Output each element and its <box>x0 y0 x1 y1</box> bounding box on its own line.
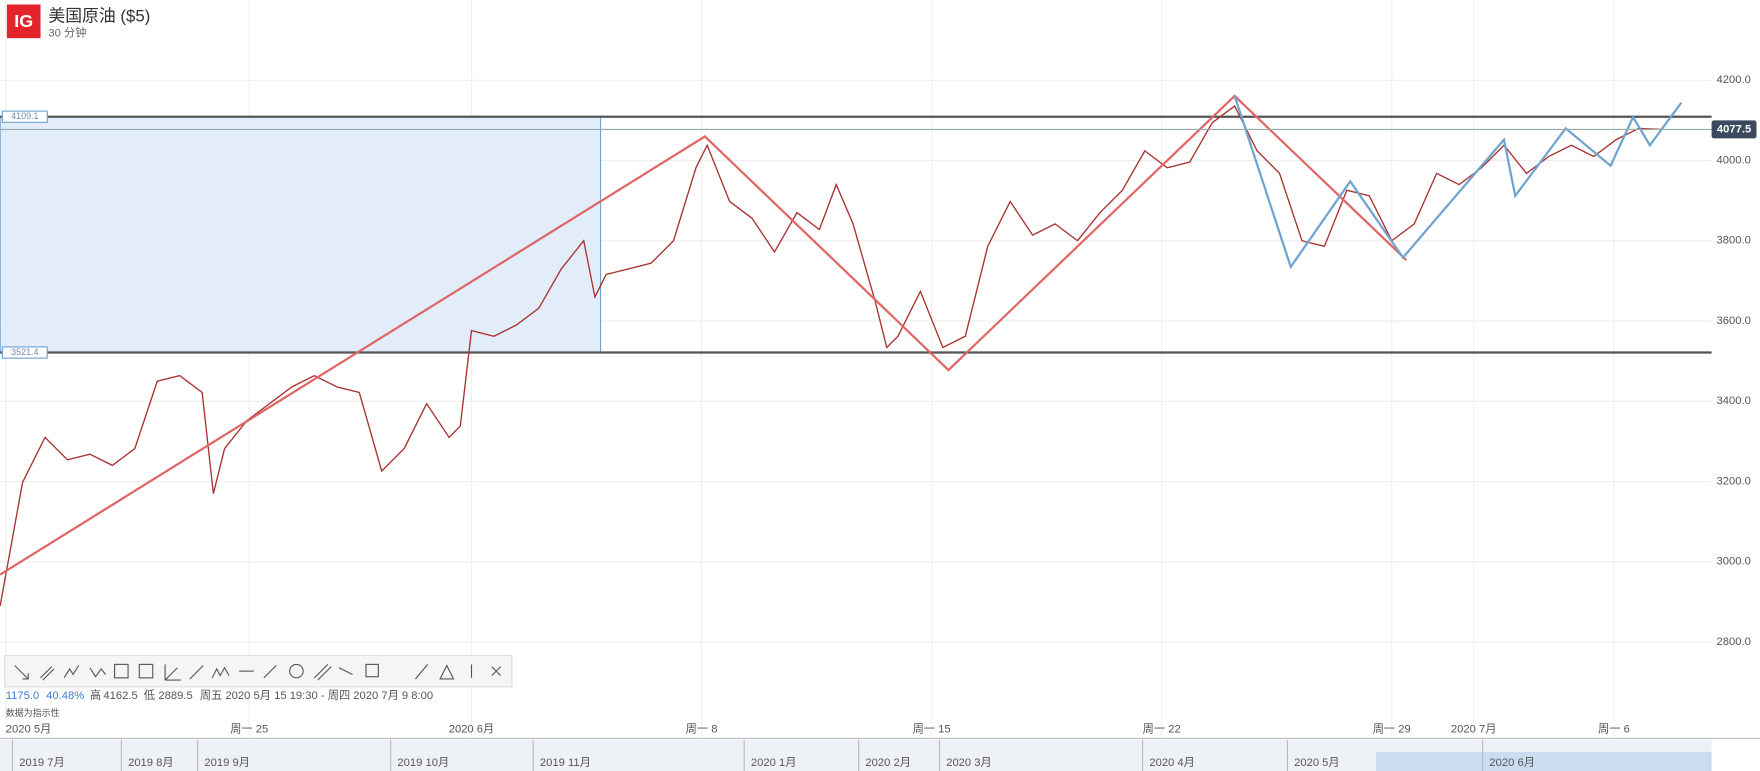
y-tick-label: 2800.0 <box>1717 636 1751 648</box>
level-label: 3521.4 <box>11 347 38 357</box>
level-tag <box>1 110 48 123</box>
navigator-label: 2019 9月 <box>204 757 250 769</box>
info-note: 数据为指示性 <box>6 707 60 718</box>
y-tick-label: 3600.0 <box>1717 315 1751 327</box>
last-price-tag <box>1711 120 1757 139</box>
chart-subtitle: 30 分钟 <box>48 26 86 40</box>
trend-drawing <box>1233 95 1683 270</box>
info-high-label: 高 <box>90 688 101 702</box>
x-tick-label: 2020 5月 <box>6 723 52 735</box>
navigator-label: 2020 3月 <box>946 757 992 769</box>
navigator-label: 2020 2月 <box>865 757 911 769</box>
x-tick-label: 2020 6月 <box>449 723 495 735</box>
navigator-label: 2019 7月 <box>19 757 65 769</box>
toolbar <box>4 654 513 688</box>
x-tick-label: 周一 6 <box>1598 722 1630 735</box>
level-tag <box>1 346 48 359</box>
y-tick-label: 4000.0 <box>1717 154 1751 166</box>
navigator-label: 2020 1月 <box>751 757 797 769</box>
x-tick-label: 周一 29 <box>1373 722 1411 735</box>
logo: IG <box>14 11 33 31</box>
info-high: 4162.5 <box>103 690 137 702</box>
x-tick-label: 周一 8 <box>686 722 718 735</box>
last-price-label: 4077.5 <box>1717 123 1751 135</box>
y-tick-label: 3200.0 <box>1717 475 1751 487</box>
navigator-label: 2019 11月 <box>540 757 591 769</box>
navigator-label: 2019 10月 <box>397 757 449 769</box>
info-change: 1175.0 <box>6 690 39 702</box>
navigator-label: 2020 5月 <box>1294 757 1340 769</box>
y-tick-label: 3800.0 <box>1717 235 1751 247</box>
y-tick-label: 4200.0 <box>1717 74 1751 86</box>
x-tick-label: 周一 15 <box>913 722 951 735</box>
y-tick-label: 3400.0 <box>1717 395 1751 407</box>
info-range: 周五 2020 5月 15 19:30 - 周四 2020 7月 9 8:00 <box>200 689 433 702</box>
x-tick-label: 2020 7月 <box>1451 723 1497 735</box>
level-label: 4109.1 <box>11 111 38 121</box>
chart-title: 美国原油 ($5) <box>48 6 150 25</box>
info-low-label: 低 <box>144 689 155 702</box>
info-change-pct: 40.48% <box>46 690 84 702</box>
navigator-label: 2020 6月 <box>1489 757 1535 769</box>
price-line <box>0 104 1662 607</box>
y-tick-label: 3000.0 <box>1717 556 1751 568</box>
navigator-label: 2019 8月 <box>128 757 174 769</box>
logo-box <box>6 4 41 39</box>
info-low: 2889.5 <box>158 690 192 702</box>
toolbar-bg <box>4 654 513 688</box>
navigator-window <box>1376 751 1712 771</box>
x-tick-label: 周一 25 <box>230 722 268 735</box>
plot-area <box>0 0 1712 737</box>
x-tick-label: 周一 22 <box>1143 722 1181 735</box>
trend-drawing <box>0 94 1408 576</box>
range-box <box>0 116 602 354</box>
navigator-label: 2020 4月 <box>1149 757 1195 769</box>
